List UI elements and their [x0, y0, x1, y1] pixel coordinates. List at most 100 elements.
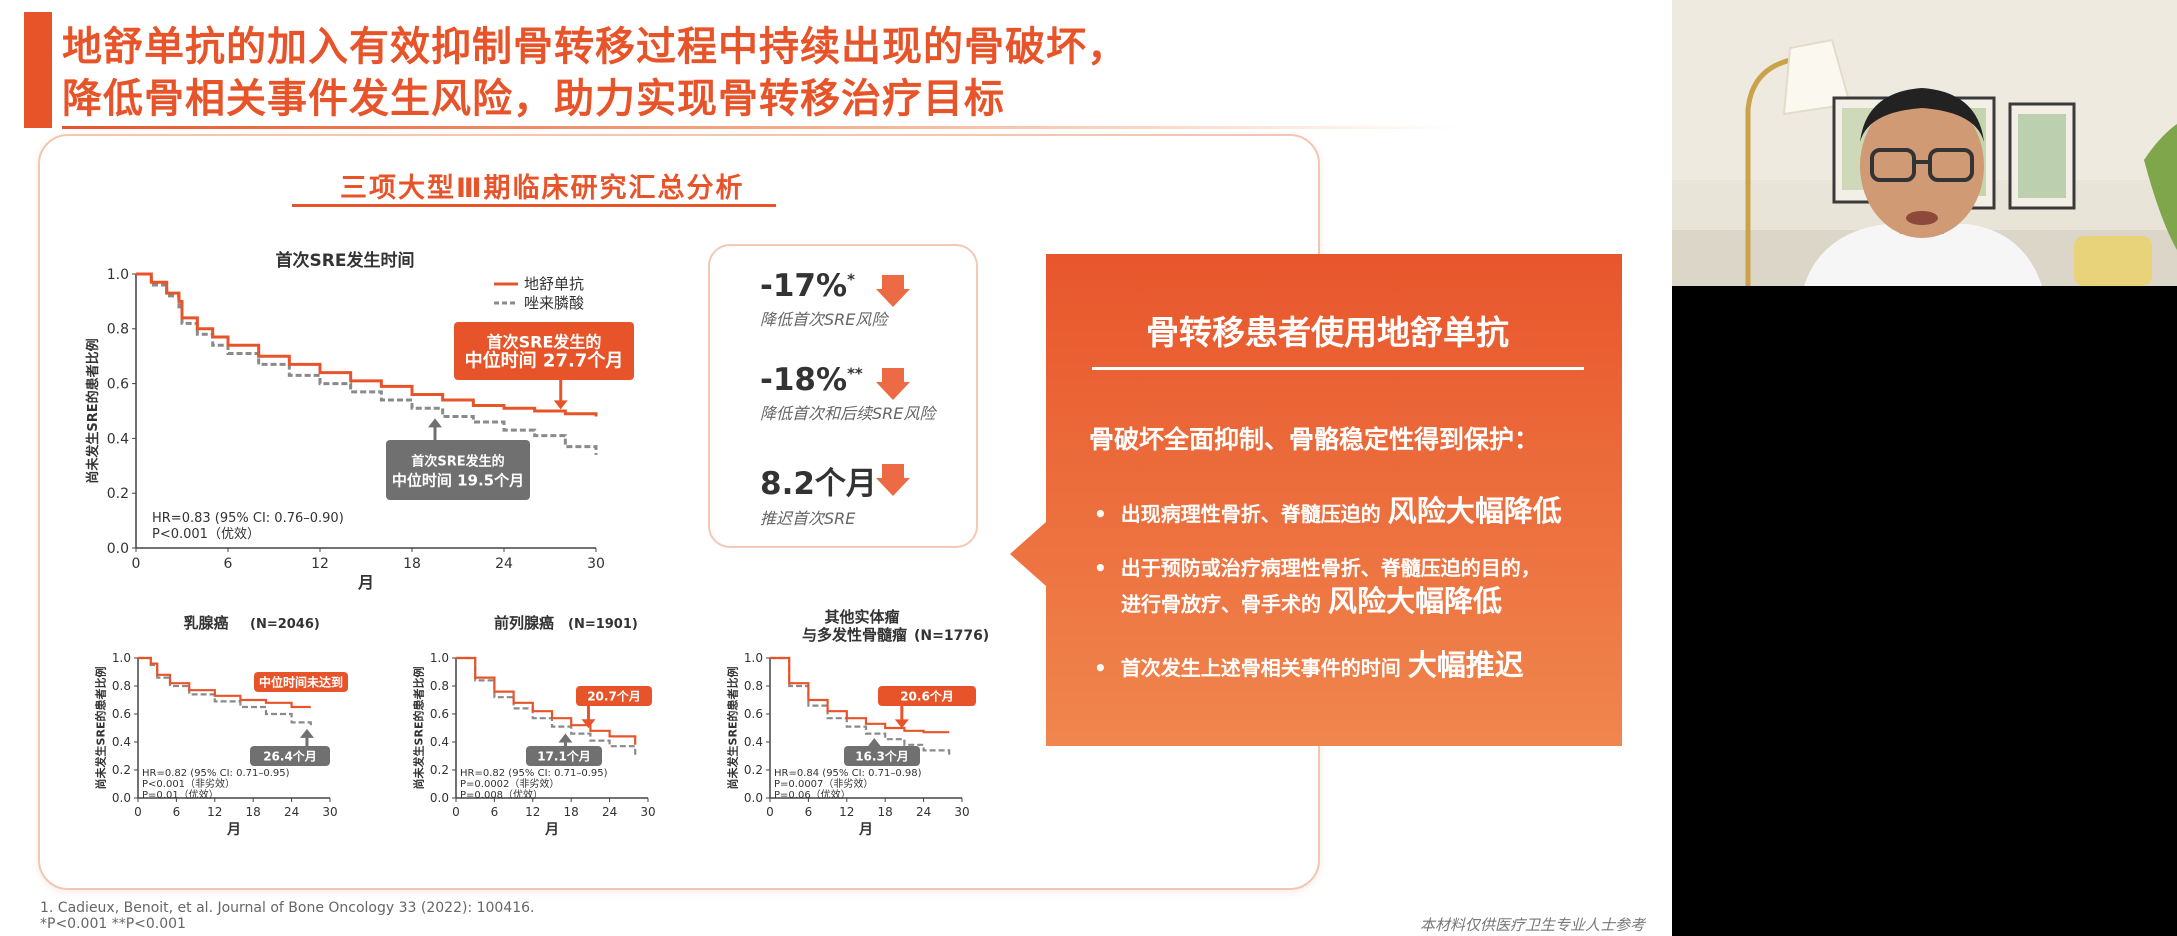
median-zoledronic-callout-text: 26.4个月: [263, 749, 317, 764]
chart-title: 乳腺癌: [183, 614, 228, 632]
x-tick-label: 24: [916, 805, 931, 819]
bullet-text: 出于预防或治疗病理性骨折、脊髓压迫的目的，: [1120, 556, 1541, 580]
median-denosumab-callout-text: 20.7个月: [587, 689, 641, 704]
median-zoledronic-callout-text: 16.3个月: [855, 749, 909, 764]
reference-footnote: 1. Cadieux, Benoit, et al. Journal of Bo…: [40, 900, 535, 916]
median-zoledronic-callout-text: 中位时间 19.5个月: [392, 471, 524, 489]
median-denosumab-arrow-head: [581, 719, 596, 729]
y-tick-label: 0.8: [107, 322, 129, 338]
stats-text: HR=0.82 (95% CI: 0.71–0.95): [460, 768, 608, 779]
stat-value-text: -18%: [760, 362, 848, 398]
chart-n-label: (N=1776): [914, 628, 989, 644]
y-tick-label: 0.6: [744, 707, 763, 721]
y-tick-label: 1.0: [744, 651, 763, 665]
series-denosumab-line: [138, 656, 311, 709]
x-tick-label: 24: [495, 556, 513, 572]
stats-text: P=0.0002（非劣效）: [460, 777, 559, 790]
stats-text: P=0.06（优效）: [774, 788, 851, 801]
median-zoledronic-callout-box: [526, 746, 602, 766]
y-tick-label: 0.2: [112, 763, 131, 777]
y-tick-label: 0.4: [744, 735, 763, 749]
stat-label: 降低首次和后续SRE风险: [760, 404, 936, 423]
x-tick-label: 6: [224, 556, 233, 572]
y-tick-label: 0.4: [107, 431, 129, 447]
series-zoledronic-line: [456, 656, 637, 756]
stat-value-text: 8.2个月: [760, 466, 877, 502]
y-tick-label: 0.2: [744, 763, 763, 777]
y-tick-label: 0.8: [112, 679, 131, 693]
chart-title: 首次SRE发生时间: [276, 250, 415, 271]
significance-footnote: *P<0.001 **P<0.001: [40, 916, 186, 932]
section-underline: [292, 204, 776, 207]
median-denosumab-callout-text: 20.6个月: [900, 689, 954, 704]
series-denosumab-line: [136, 272, 598, 417]
stat-label: 降低首次SRE风险: [760, 310, 888, 329]
median-zoledronic-callout-box: [386, 440, 530, 500]
video-black-area: [1672, 286, 2177, 936]
y-axis-title: 尚未发生SRE的患者比例: [85, 338, 101, 483]
median-denosumab-callout-box: [454, 322, 634, 380]
x-tick-label: 0: [134, 805, 142, 819]
median-zoledronic-callout-text: 首次SRE发生的: [411, 453, 504, 469]
other-tumors-km-chart: 0.0 0.2 0.4 0.6 0.8 1.0 0 6 12 18 24 30 月 尚未发生SRE的患者比…: [725, 608, 989, 838]
x-tick-label: 18: [246, 805, 261, 819]
x-axis-title: 月: [544, 822, 559, 838]
stats-text: HR=0.82 (95% CI: 0.71–0.95): [142, 768, 290, 779]
summary-panel-bg: [1010, 254, 1622, 746]
slide-title-line-1: 地舒单抗的加入有效抑制骨转移过程中持续出现的骨破坏，: [62, 24, 1128, 70]
panel-title: 骨转移患者使用地舒单抗: [1146, 313, 1509, 352]
stats-text: HR=0.84 (95% CI: 0.71–0.98): [774, 768, 922, 779]
x-axis-title: 月: [226, 822, 241, 838]
y-tick-label: 0.0: [430, 791, 449, 805]
stats-text: P=0.008（优效）: [460, 788, 543, 801]
x-tick-label: 24: [602, 805, 617, 819]
median-zoledronic-callout-box: [250, 746, 330, 766]
bullet-text: 出现病理性骨折、脊髓压迫的: [1120, 502, 1381, 526]
stats-text: P=0.01（优效）: [142, 788, 219, 801]
x-tick-label: 24: [284, 805, 299, 819]
title-underline: [62, 126, 1462, 129]
y-tick-label: 0.4: [430, 735, 449, 749]
x-tick-label: 0: [452, 805, 460, 819]
hr-text: HR=0.83 (95% CI: 0.76–0.90): [152, 511, 344, 526]
down-arrow-icon: [876, 368, 910, 400]
presenter-image: [1672, 0, 2177, 286]
median-denosumab-callout-box: [878, 686, 976, 706]
median-denosumab-arrow-head: [553, 400, 568, 410]
median-denosumab-callout-text: 中位时间 27.7个月: [465, 350, 624, 372]
median-zoledronic-arrow-head: [558, 733, 573, 743]
chart-n-label: (N=1901): [568, 617, 638, 632]
presenter-video: [1672, 0, 2177, 286]
stat-item: -17%* 降低首次SRE风险: [760, 268, 887, 330]
y-tick-label: 0.2: [107, 486, 129, 502]
p-value-text: P<0.001（优效）: [152, 527, 260, 542]
y-tick-label: 0.0: [107, 541, 129, 557]
panel-subtitle: 骨破坏全面抑制、骨骼稳定性得到保护：: [1089, 425, 1540, 454]
y-tick-label: 0.8: [430, 679, 449, 693]
x-tick-label: 30: [640, 805, 655, 819]
y-tick-label: 0.0: [112, 791, 131, 805]
panel-divider: [1092, 367, 1584, 370]
bullet-dot: •: [1094, 502, 1107, 526]
panel-bullet-1: • 出现病理性骨折、脊髓压迫的 风险大幅降低: [1094, 488, 1562, 530]
panel-bullet-3: • 首次发生上述骨相关事件的时间 大幅推迟: [1094, 642, 1524, 684]
x-tick-label: 6: [173, 805, 181, 819]
disclaimer: 本材料仅供医疗卫生专业人士参考: [1420, 916, 1646, 934]
y-tick-label: 1.0: [107, 267, 129, 283]
stats-box: [708, 244, 978, 548]
stat-value-text: -17%: [760, 268, 848, 304]
section-title: 三项大型Ⅲ期临床研究汇总分析: [340, 173, 745, 204]
x-tick-label: 12: [525, 805, 540, 819]
median-denosumab-callout-box: [254, 672, 348, 692]
stat-value: 8.2个月: [760, 458, 877, 503]
x-tick-label: 0: [132, 556, 141, 572]
main-km-chart: 0.0 0.2 0.4 0.6 0.8 1.0 0 6 12 18 24 30 月 尚未发生SRE的患者比…: [85, 250, 634, 592]
x-tick-label: 12: [839, 805, 854, 819]
y-tick-label: 0.6: [430, 707, 449, 721]
x-tick-label: 30: [587, 556, 605, 572]
x-tick-label: 6: [491, 805, 499, 819]
median-denosumab-arrow-head: [894, 719, 909, 729]
x-tick-label: 30: [322, 805, 337, 819]
x-tick-label: 30: [954, 805, 969, 819]
median-denosumab-callout-box: [576, 686, 652, 706]
